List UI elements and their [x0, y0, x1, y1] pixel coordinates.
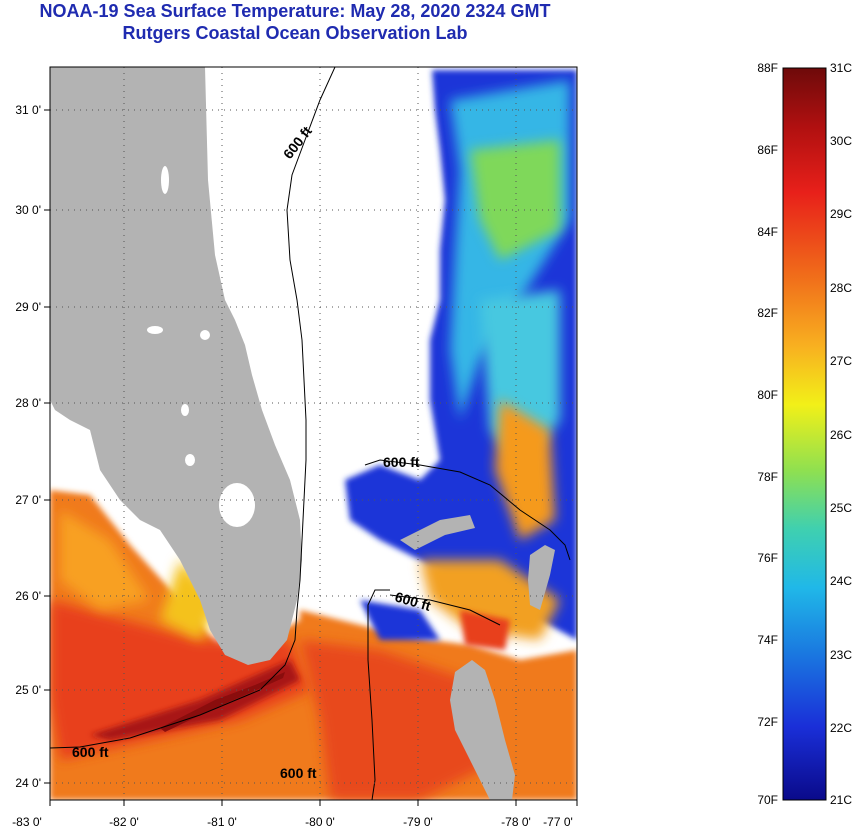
fahrenheit-label: 74F: [757, 633, 778, 647]
lon-tick-label: -83 0': [12, 815, 42, 829]
colorbar-gradient: [782, 67, 827, 801]
colorbar-celsius-labels: 31C 30C 29C 28C 27C 26C 25C 24C 23C 22C …: [830, 61, 852, 807]
celsius-label: 22C: [830, 721, 852, 735]
lat-tick-label: 26 0': [15, 589, 41, 603]
contour-label: 600 ft: [72, 744, 109, 760]
celsius-label: 31C: [830, 61, 852, 75]
isobath-600ft-bahamas: [367, 589, 390, 800]
fahrenheit-label: 88F: [757, 61, 778, 75]
graticule: [50, 67, 577, 800]
fahrenheit-label: 80F: [757, 388, 778, 402]
fahrenheit-label: 84F: [757, 225, 778, 239]
fahrenheit-label: 86F: [757, 143, 778, 157]
lat-tick-label: 30 0': [15, 203, 41, 217]
lon-tick-label: -79 0': [403, 815, 433, 829]
celsius-label: 27C: [830, 354, 852, 368]
lat-tick-label: 31 0': [15, 103, 41, 117]
celsius-label: 25C: [830, 501, 852, 515]
lon-tick-label: -80 0': [305, 815, 335, 829]
fahrenheit-label: 82F: [757, 306, 778, 320]
lat-tick-label: 27 0': [15, 493, 41, 507]
lon-tick-label: -77 0': [543, 815, 573, 829]
map-plot-area: [50, 67, 577, 800]
lon-tick-label: -81 0': [207, 815, 237, 829]
map-frame: [49, 66, 578, 801]
celsius-label: 26C: [830, 428, 852, 442]
isobath-600ft-main: [50, 67, 336, 749]
celsius-label: 30C: [830, 134, 852, 148]
lat-tick-label: 24 0': [15, 776, 41, 790]
sst-map: 600 ft 600 ft 600 ft 600 ft 600 ft 31 0'…: [12, 66, 578, 829]
contour-label: 600 ft: [280, 765, 317, 781]
fahrenheit-label: 76F: [757, 551, 778, 565]
lat-tick-label: 29 0': [15, 300, 41, 314]
lon-tick-label: -78 0': [501, 815, 531, 829]
lat-tick-label: 25 0': [15, 683, 41, 697]
celsius-label: 23C: [830, 648, 852, 662]
map-title: NOAA-19 Sea Surface Temperature: May 28,…: [39, 1, 551, 21]
bahamas-islands: [450, 660, 515, 800]
fahrenheit-label: 78F: [757, 470, 778, 484]
contour-label: 600 ft: [383, 454, 420, 470]
celsius-label: 24C: [830, 574, 852, 588]
celsius-label: 28C: [830, 281, 852, 295]
celsius-label: 21C: [830, 793, 852, 807]
lat-tick-label: 28 0': [15, 396, 41, 410]
celsius-label: 29C: [830, 207, 852, 221]
lon-tick-label: -82 0': [109, 815, 139, 829]
map-subtitle: Rutgers Coastal Ocean Observation Lab: [122, 23, 468, 43]
longitude-axis: -83 0' -82 0' -81 0' -80 0' -79 0' -78 0…: [12, 800, 578, 829]
latitude-axis: 31 0' 30 0' 29 0' 28 0' 27 0' 26 0' 25 0…: [15, 103, 50, 790]
fahrenheit-label: 70F: [757, 793, 778, 807]
colorbar-fahrenheit-labels: 88F 86F 84F 82F 80F 78F 76F 74F 72F 70F: [757, 61, 778, 807]
fahrenheit-label: 72F: [757, 715, 778, 729]
